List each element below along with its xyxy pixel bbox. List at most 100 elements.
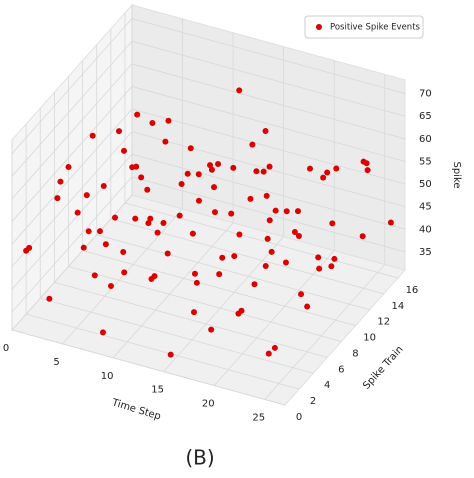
data-point [102, 241, 109, 248]
data-point [230, 164, 237, 171]
data-point [112, 214, 119, 221]
data-point [265, 350, 272, 357]
data-point [329, 220, 336, 227]
data-point [147, 215, 154, 222]
grid-line [62, 208, 183, 345]
data-point [249, 141, 256, 148]
grid-line [11, 154, 133, 290]
data-point [324, 169, 331, 176]
data-point [211, 209, 218, 216]
grid-line [11, 176, 133, 313]
data-point [165, 117, 172, 124]
y-tick-label: 12 [377, 317, 390, 328]
data-point [191, 309, 197, 316]
data-point [211, 184, 218, 191]
data-point [264, 235, 271, 242]
z-tick-label: 65 [419, 111, 432, 122]
data-point [144, 186, 151, 193]
data-point [138, 174, 145, 181]
data-point [65, 163, 72, 170]
data-point [294, 208, 301, 215]
grid-line [112, 222, 234, 359]
data-point [176, 212, 183, 219]
data-point [121, 269, 128, 276]
legend-label: Positive Spike Events [330, 23, 421, 33]
data-point [162, 138, 169, 145]
data-point [364, 167, 371, 174]
data-point [189, 230, 196, 237]
data-point [74, 209, 81, 216]
data-point [262, 263, 269, 270]
data-point [316, 265, 323, 272]
data-point [46, 295, 53, 302]
data-point [80, 244, 87, 251]
x-tick-label: 5 [53, 357, 59, 368]
data-point [251, 281, 258, 288]
data-point [298, 291, 305, 298]
data-point [195, 171, 202, 178]
data-point [266, 217, 273, 224]
grid-line [11, 194, 133, 331]
data-point [108, 283, 115, 290]
y-axis-label: Spike Train [361, 344, 405, 392]
data-point [89, 132, 96, 139]
legend-box [304, 15, 424, 39]
data-point [333, 165, 340, 172]
grid-line [11, 18, 133, 154]
grids [11, 5, 406, 406]
data-point [219, 254, 226, 261]
data-point [26, 244, 33, 251]
data-point [54, 195, 61, 202]
data-point [320, 174, 327, 181]
z-tick-label: 50 [419, 179, 432, 190]
z-tick-label: 70 [419, 89, 432, 100]
data-point [207, 162, 214, 169]
z-axis-label: Spike [451, 161, 462, 188]
grid-line [96, 234, 370, 311]
x-tick-label: 20 [202, 399, 215, 410]
data-point [85, 228, 92, 235]
data-point [193, 279, 200, 286]
grid-line [54, 281, 328, 358]
x-tick-label: 0 [3, 343, 9, 354]
data-point [304, 303, 311, 310]
x-tick-label: 15 [151, 385, 164, 396]
data-point [145, 220, 152, 227]
data-point [291, 229, 298, 236]
y-tick-label: 2 [310, 396, 316, 407]
grid-line [124, 202, 399, 279]
data-point [260, 168, 267, 175]
data-point [160, 220, 167, 227]
data-point [282, 259, 289, 266]
data-point [120, 248, 127, 255]
data-point [100, 183, 107, 190]
grid-line [11, 329, 286, 406]
grid-line [131, 63, 406, 140]
grid-line [11, 86, 133, 222]
grid-line [82, 250, 356, 326]
data-point [83, 192, 90, 199]
data-point [215, 160, 222, 167]
data-point [271, 344, 278, 351]
data-point [266, 163, 273, 170]
grid-line [213, 250, 335, 386]
y-tick-label: 16 [406, 285, 419, 296]
grid-line [11, 40, 133, 177]
data-point [96, 228, 103, 235]
data-point [236, 231, 243, 238]
grid-line [131, 86, 406, 162]
grid-line [131, 108, 406, 185]
x-tick-label: 10 [101, 371, 114, 382]
grid-line [131, 18, 406, 94]
data-point [236, 87, 243, 94]
data-point [129, 164, 136, 171]
y-tick-label: 10 [363, 333, 376, 344]
z-tick-label: 55 [419, 156, 432, 167]
data-point [272, 207, 279, 214]
data-point [359, 233, 366, 240]
grid-line [163, 236, 284, 372]
grid-line [131, 40, 406, 117]
grid-line [11, 131, 133, 267]
data-point [306, 165, 313, 172]
